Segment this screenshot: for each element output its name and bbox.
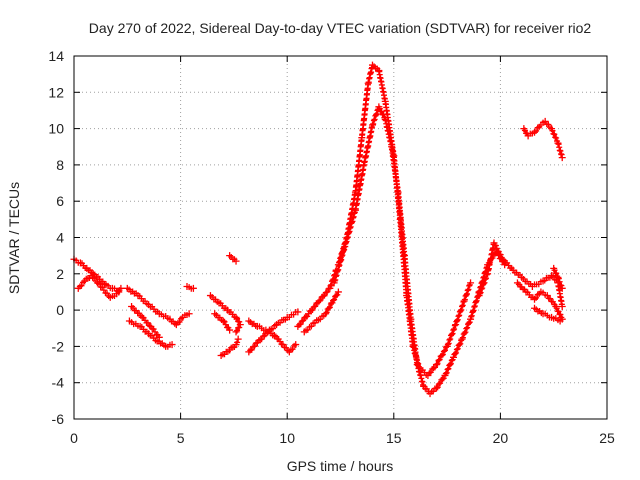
y-tick-label: 12 [48,84,64,100]
trace-marker [252,343,258,349]
trace-marker [456,312,462,318]
trace-marker [466,283,472,289]
y-tick-label: 0 [56,302,64,318]
trace-marker [460,302,466,308]
trace-marker [547,296,553,302]
trace-marker [373,112,379,118]
x-tick-label: 0 [70,430,78,446]
trace-marker [361,163,367,169]
y-tick-label: 4 [56,230,64,246]
data-point [207,292,214,299]
data-point [124,285,131,292]
plot-frame [74,56,607,419]
trace-marker [463,292,469,298]
sdtvar-chart: 0 5 10 15 20 25 -6 -4 -2 0 2 4 6 8 10 12 14 Day 270 of 2… [0,0,640,480]
y-axis-label: SDTVAR / TECUs [6,182,22,294]
data-point [226,252,233,259]
trace-marker [431,365,437,371]
grid-layer [74,56,607,419]
x-tick-label: 15 [386,430,402,446]
data-point [292,341,299,348]
x-axis-label: GPS time / hours [287,458,394,474]
chart-stage: 0 5 10 15 20 25 -6 -4 -2 0 2 4 6 8 10 12 14 Day 270 of 2… [0,0,640,480]
trace-marker [259,336,265,342]
x-tick-label: 10 [279,430,295,446]
trace-marker [455,313,461,319]
trace-marker [550,299,556,305]
y-tick-label: 6 [56,193,64,209]
y-tick-label: 8 [56,157,64,173]
chart-title: Day 270 of 2022, Sidereal Day-to-day VTE… [89,20,592,36]
y-tick-label: -2 [52,338,65,354]
data-point [211,310,218,317]
y-tick-label: -4 [52,375,65,391]
trace-marker [253,340,259,346]
y-tick-label: 10 [48,121,64,137]
x-tick-label: 25 [599,430,615,446]
trace-marker [465,287,471,293]
data-point [218,352,225,359]
ticks-layer: 0 5 10 15 20 25 -6 -4 -2 0 2 4 6 8 10 12 14 [48,48,615,446]
x-tick-label: 20 [493,430,509,446]
y-tick-label: 14 [48,48,64,64]
trace-marker [371,117,377,123]
trace-marker [465,286,471,292]
trace-marker [152,329,158,335]
trace-marker [458,308,464,314]
x-tick-label: 5 [177,430,185,446]
y-tick-label: 2 [56,266,64,282]
y-tick-label: -6 [52,411,65,427]
